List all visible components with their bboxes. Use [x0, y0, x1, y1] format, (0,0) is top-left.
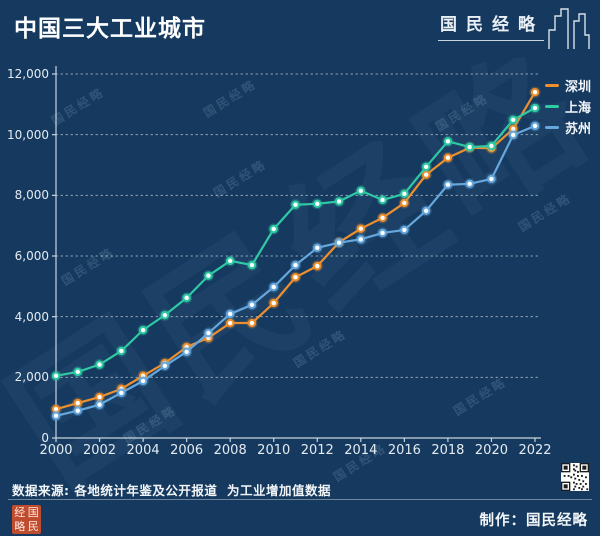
x-axis-tick-label: 2008 [213, 443, 247, 458]
legend-swatch-suzhou [545, 125, 559, 129]
x-axis-tick-label: 2004 [126, 443, 160, 458]
skyline-icon [548, 8, 590, 49]
legend-label: 深圳 [565, 79, 592, 95]
y-axis-tick-label: 4,000 [14, 309, 49, 324]
seal-character: 民 [27, 519, 39, 533]
footer-divider [8, 499, 592, 500]
legend-item-suzhou: 苏州 [545, 120, 592, 137]
legend-item-shanghai: 上海 [545, 99, 592, 116]
seal-character: 经 [14, 506, 26, 519]
qr-code-icon [561, 463, 589, 491]
seal-character: 略 [14, 519, 26, 533]
credit-text: 制作：国民经略 [479, 513, 588, 529]
red-seal-icon: 经国略民 [12, 505, 41, 534]
data-source-note: 数据来源: 各地统计年鉴及公开报道 为工业增加值数据 [12, 483, 332, 498]
chart-legend: 深圳 上海 苏州 [545, 78, 592, 137]
y-axis-tick-label: 10,000 [7, 127, 49, 142]
brand-logo-text: 国民经略 [438, 4, 544, 41]
x-axis-tick-label: 2010 [257, 443, 291, 458]
legend-label: 苏州 [565, 121, 592, 137]
x-axis-tick-label: 2016 [387, 443, 421, 458]
x-axis-tick-label: 2012 [300, 443, 334, 458]
y-axis-tick-label: 0 [41, 431, 49, 445]
x-axis-tick-label: 2018 [431, 443, 465, 458]
x-axis-tick-label: 2022 [518, 443, 552, 458]
x-axis-tick-label: 2014 [344, 443, 378, 458]
x-axis-tick-label: 2006 [170, 443, 204, 458]
y-axis-tick-label: 12,000 [7, 67, 49, 81]
brand-logo: 国民经略 [438, 4, 592, 50]
y-axis-tick-label: 8,000 [14, 188, 49, 203]
legend-label: 上海 [565, 100, 592, 116]
legend-item-shenzhen: 深圳 [545, 78, 592, 95]
x-axis-tick-label: 2000 [39, 443, 73, 458]
legend-swatch-shanghai [545, 104, 559, 108]
seal-character: 国 [27, 506, 39, 519]
y-axis-tick-label: 2,000 [14, 370, 49, 385]
y-axis-tick-label: 6,000 [14, 249, 49, 263]
x-axis-tick-label: 2002 [82, 443, 117, 458]
x-axis-tick-label: 2020 [474, 443, 508, 458]
page-title: 中国三大工业城市 [14, 16, 206, 42]
legend-swatch-shenzhen [545, 83, 559, 87]
